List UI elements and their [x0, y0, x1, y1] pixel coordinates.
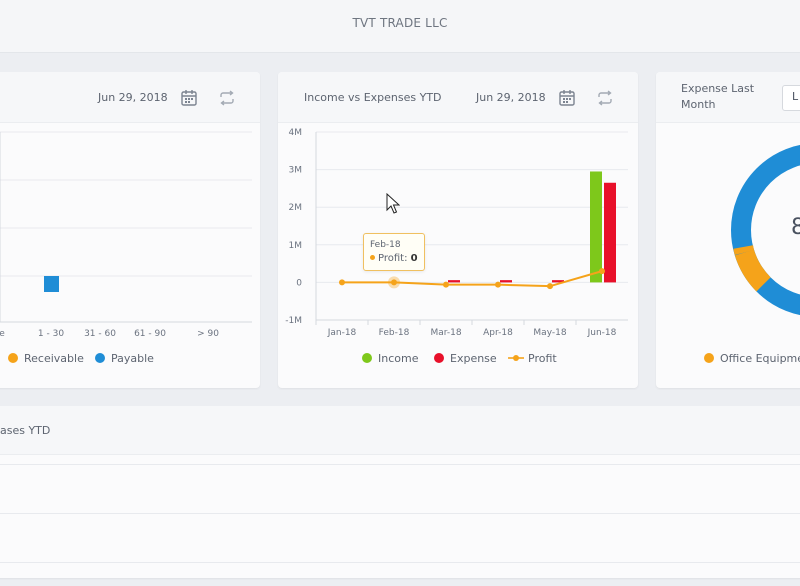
bottom-card: ases YTD [0, 406, 800, 578]
receivable-dot [8, 353, 18, 363]
tooltip-dot [370, 255, 375, 260]
expense-last-month-card: Expense Last Month 8 Office Equipmen [656, 72, 800, 388]
aging-gridlines [0, 131, 252, 323]
x-tick-label: Feb-18 [379, 328, 410, 338]
x-tick-label: Apr-18 [483, 328, 513, 338]
legend-receivable[interactable]: Receivable [8, 352, 84, 365]
income-expenses-card: Income vs Expenses YTD Jun 29, 2018 4M 3M… [278, 72, 638, 388]
x-tick-label: Mar-18 [430, 328, 461, 338]
legend-expense[interactable]: Expense [434, 352, 497, 365]
profit-line [342, 270, 603, 288]
income-card-header [278, 72, 638, 123]
donut-segment-office-equipment-2 [733, 245, 755, 255]
expense-card-title-2: Month [681, 98, 716, 111]
tooltip-value: 0 [410, 253, 418, 264]
bar-expense[interactable] [604, 182, 616, 283]
aging-date[interactable]: Jun 29, 2018 [98, 91, 168, 104]
legend-office-equipment[interactable]: Office Equipmen [704, 352, 800, 365]
chart-tooltip: Feb-18 Profit: 0 [363, 233, 425, 271]
bottom-gridline-3 [0, 562, 800, 563]
y-tick-label: 3M [289, 166, 303, 176]
tooltip-label: Profit: [378, 253, 408, 264]
y-tick-label: -1M [285, 316, 302, 326]
bottom-gridline-1 [0, 464, 800, 465]
profit-point[interactable] [547, 283, 553, 290]
office-equipment-dot [704, 353, 714, 363]
aging-x-tick: 31 - 60 [84, 329, 116, 339]
aging-card-header [0, 72, 260, 123]
y-tick-label: 4M [289, 128, 303, 138]
y-tick-label: 2M [289, 203, 303, 213]
income-expenses-chart: 4M 3M 2M 1M 0 -1M Jan-18 Feb-18 Mar-18 Apr-18 May-… [285, 128, 628, 338]
mouse-cursor-icon [386, 193, 400, 214]
expense-card-title-1: Expense Last [681, 82, 755, 95]
period-select-value: L [792, 90, 799, 103]
legend-expense-label: Expense [450, 352, 497, 365]
aging-chart: e 1 - 30 31 - 60 61 - 90 > 90 [0, 131, 252, 339]
refresh-icon[interactable] [218, 89, 236, 107]
legend-income-label: Income [378, 352, 419, 365]
income-card-date[interactable]: Jun 29, 2018 [476, 91, 546, 104]
expense-donut-chart: 8 [731, 144, 800, 316]
donut-center-text: 8 [791, 215, 800, 240]
company-name: TVT TRADE LLC [352, 16, 448, 30]
profit-point[interactable] [495, 281, 501, 288]
legend-profit[interactable]: Profit [508, 352, 557, 365]
donut-segment-office-equipment [734, 249, 771, 292]
expense-dot [434, 353, 444, 363]
aging-card: Jun 29, 2018 e 1 - 30 31 - 60 61 - 90 > 90 R… [0, 72, 260, 388]
bottom-gridline-2 [0, 513, 800, 514]
aging-x-tick: 61 - 90 [134, 329, 166, 339]
profit-line-icon [508, 355, 524, 361]
aging-x-tick: > 90 [197, 329, 219, 339]
bottom-card-header [0, 406, 800, 455]
aging-x-tick: e [0, 329, 5, 339]
calendar-icon[interactable] [558, 89, 576, 107]
refresh-icon[interactable] [596, 89, 614, 107]
legend-receivable-label: Receivable [24, 352, 84, 365]
bottom-card-title: ases YTD [0, 424, 51, 437]
legend-profit-label: Profit [528, 352, 557, 365]
x-tick-label: May-18 [533, 328, 566, 338]
donut-segment-main [731, 144, 800, 316]
income-card-title: Income vs Expenses YTD [304, 91, 442, 104]
x-tick-label: Jan-18 [327, 328, 357, 338]
profit-point[interactable] [339, 279, 345, 286]
bar-expense[interactable] [448, 280, 460, 283]
tooltip-title: Feb-18 [370, 240, 401, 250]
legend-payable[interactable]: Payable [95, 352, 154, 365]
payable-dot [95, 353, 105, 363]
aging-x-axis: e 1 - 30 31 - 60 61 - 90 > 90 [0, 329, 219, 339]
legend-payable-label: Payable [111, 352, 154, 365]
bar-payable-1-30 [44, 276, 59, 292]
x-tick-label: Jun-18 [587, 328, 617, 338]
bar-expense[interactable] [552, 280, 564, 283]
y-tick-label: 0 [296, 278, 302, 288]
tooltip-row: Profit: 0 [370, 253, 418, 264]
y-tick-label: 1M [289, 241, 303, 251]
calendar-icon[interactable] [180, 89, 198, 107]
legend-office-equipment-label: Office Equipmen [720, 352, 800, 365]
expense-card-header [656, 72, 800, 123]
top-bar: TVT TRADE LLC [0, 0, 800, 53]
profit-point[interactable] [443, 281, 449, 288]
legend-income[interactable]: Income [362, 352, 418, 365]
aging-x-tick: 1 - 30 [38, 329, 64, 339]
bar-income[interactable] [590, 171, 602, 283]
income-dot [362, 353, 372, 363]
profit-point[interactable] [599, 268, 605, 275]
profit-point[interactable] [391, 279, 397, 286]
bar-expense[interactable] [500, 280, 512, 283]
period-select[interactable]: L [782, 85, 800, 111]
